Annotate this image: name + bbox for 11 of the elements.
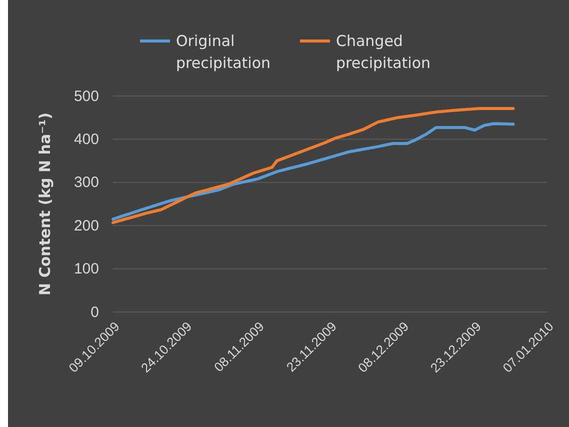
y-tick-label: 0 [90, 304, 99, 321]
y-tick-label: 400 [74, 131, 99, 148]
legend-label: Original precipitation [176, 32, 270, 72]
line-series [112, 122, 515, 221]
y-tick-label: 100 [74, 260, 99, 278]
y-tick-label: 200 [74, 217, 99, 234]
line-series [112, 107, 515, 224]
y-axis-title: N Content (kg N ha⁻¹) [36, 112, 54, 296]
y-tick-label: 300 [74, 174, 99, 192]
y-tick-label: 500 [74, 88, 99, 105]
legend-label: Changed precipitation [336, 32, 430, 72]
